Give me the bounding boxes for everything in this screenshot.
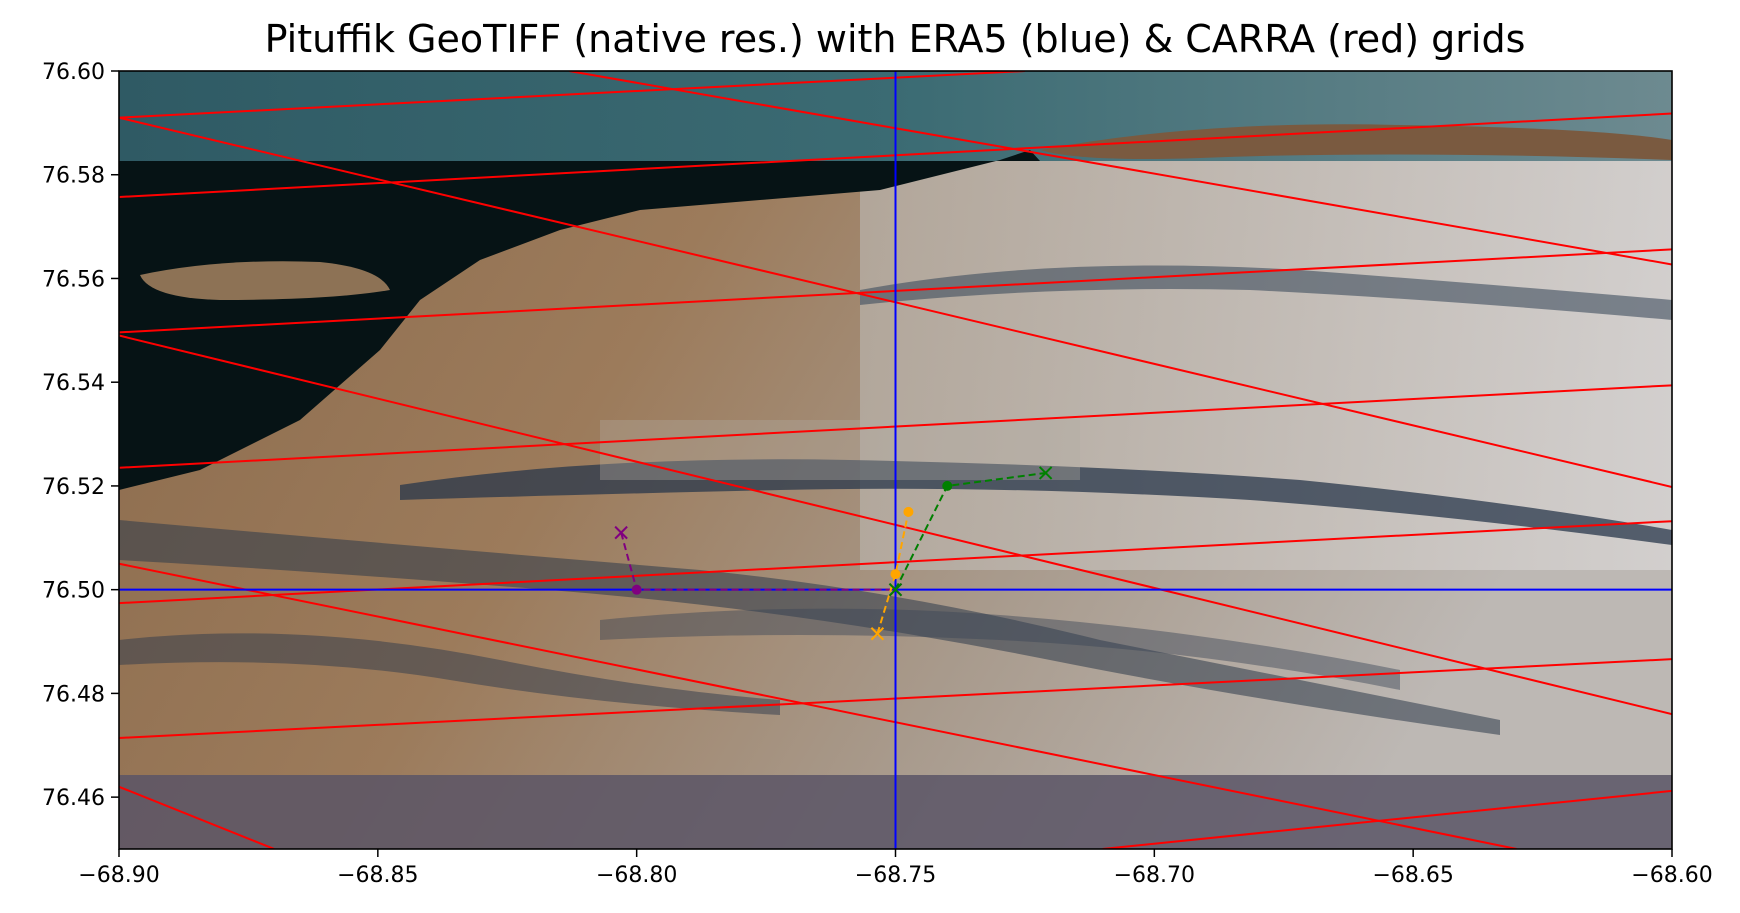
series-point-x-marker: [888, 582, 903, 597]
series-point-x-marker: [614, 525, 628, 540]
y-tick-label: 76.54: [42, 371, 105, 396]
y-tick-label: 76.58: [42, 164, 105, 189]
carra-grid-line: [119, 785, 275, 849]
carra-grid-line: [1102, 789, 1672, 849]
series-line: [876, 511, 910, 635]
x-tick-label: −68.75: [855, 863, 936, 888]
series-point-x-marker: [870, 627, 885, 641]
series-point-dot-marker: [903, 506, 914, 517]
y-tick-label: 76.52: [42, 475, 105, 500]
series-point-dot-marker: [631, 584, 642, 595]
y-tick-label: 76.50: [42, 579, 105, 604]
carra-grid-line: [119, 71, 1025, 119]
series-point-dot-marker: [890, 569, 901, 580]
y-tick-label: 76.60: [42, 60, 105, 85]
y-tick-label: 76.56: [42, 267, 105, 292]
chart-title: Pituffik GeoTIFF (native res.) with ERA5…: [265, 17, 1526, 61]
x-tick-label: −68.90: [78, 863, 159, 888]
carra-grid-line: [569, 71, 1672, 266]
y-tick-label: 76.46: [42, 786, 105, 811]
series-point-x-marker: [1038, 466, 1053, 480]
y-tick-label: 76.48: [42, 682, 105, 707]
x-tick-label: −68.65: [1372, 863, 1453, 888]
carra-grid-line: [119, 562, 1517, 849]
x-tick-label: −68.70: [1114, 863, 1195, 888]
series-point-dot-marker: [942, 480, 953, 491]
x-tick-label: −68.60: [1631, 863, 1712, 888]
x-tick-label: −68.85: [337, 863, 418, 888]
x-tick-label: −68.80: [596, 863, 677, 888]
